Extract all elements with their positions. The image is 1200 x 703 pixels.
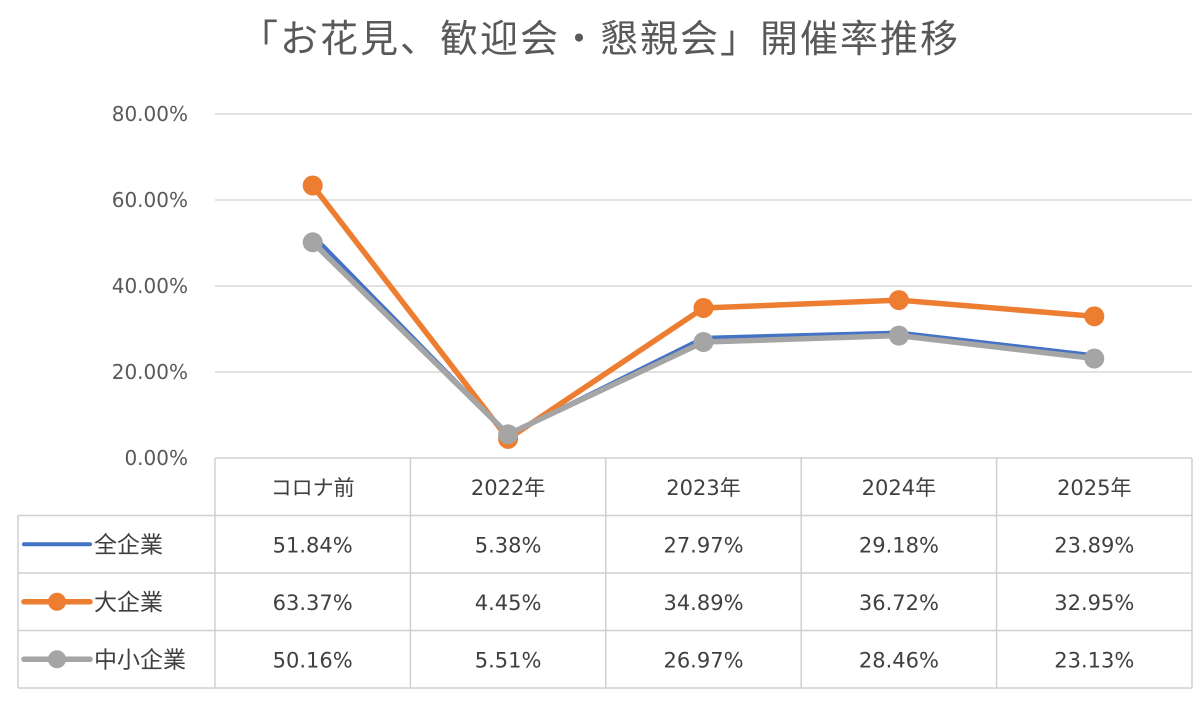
x-category-label: コロナ前 [271,476,355,500]
chart-title: 「お花見、歓迎会・懇親会」開催率推移 [239,17,960,61]
data-label: 27.97% [663,533,743,557]
data-point [1084,306,1105,327]
data-label: 5.38% [475,533,542,557]
y-tick-label: 40.00% [112,274,188,298]
data-label: 23.13% [1054,648,1134,672]
data-point [888,290,909,311]
legend-label: 大企業 [94,590,163,616]
data-point [302,232,323,253]
data-label: 50.16% [273,648,353,672]
y-tick-label: 0.00% [124,446,188,470]
data-label: 34.89% [663,591,743,615]
data-label: 51.84% [273,533,353,557]
data-label: 28.46% [859,648,939,672]
x-category-label: 2023年 [666,476,740,500]
x-category-label: 2024年 [862,476,936,500]
data-point [1084,348,1105,369]
x-category-label: 2025年 [1057,476,1131,500]
data-point [302,175,323,196]
data-point [888,325,909,346]
y-tick-label: 80.00% [112,102,188,126]
data-label: 23.89% [1054,533,1134,557]
data-point [693,297,714,318]
legend-label: 中小企業 [94,647,186,673]
data-point [498,424,519,445]
data-label: 26.97% [663,648,743,672]
data-label: 36.72% [859,591,939,615]
y-tick-label: 60.00% [112,188,188,212]
legend-key-marker [48,650,66,669]
x-category-label: 2022年 [471,476,545,500]
data-label: 4.45% [475,591,542,615]
y-tick-label: 20.00% [112,360,188,384]
data-label: 29.18% [859,533,939,557]
legend-key-marker [48,592,66,611]
legend-label: 全企業 [94,532,163,558]
data-label: 32.95% [1054,591,1134,615]
data-point [693,332,714,353]
data-label: 63.37% [273,591,353,615]
data-label: 5.51% [475,648,542,672]
